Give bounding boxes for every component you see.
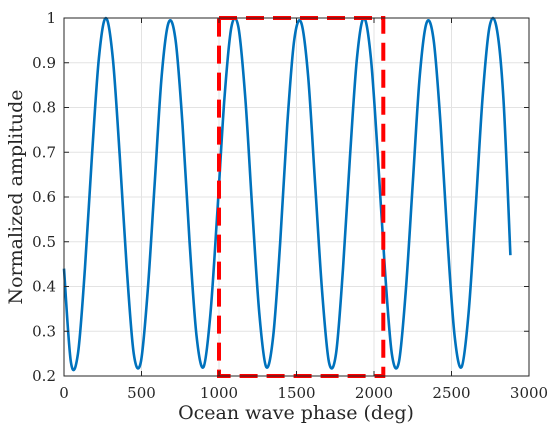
y-tick-label: 0.5: [32, 233, 56, 251]
y-tick-label: 0.8: [32, 99, 56, 117]
series-layer: [62, 16, 512, 372]
x-axis-label: Ocean wave phase (deg): [178, 402, 414, 424]
x-tick-label: 1500: [277, 384, 315, 402]
y-tick-label: 0.2: [32, 367, 56, 385]
series-line: [62, 16, 512, 372]
y-tick-labels: 0.2 0.3 0.4 0.5 0.6 0.7 0.8 0.9 1: [32, 9, 56, 385]
y-tick-label: 0.3: [32, 322, 56, 340]
y-tick-label: 0.6: [32, 188, 56, 206]
y-tick-label: 1: [46, 9, 56, 27]
y-tick-label: 0.9: [32, 54, 56, 72]
x-tick-label: 500: [127, 384, 156, 402]
y-tick-label: 0.4: [32, 278, 56, 296]
x-tick-label: 0: [59, 384, 69, 402]
axis-ticks: [63, 17, 530, 377]
y-axis-label: Normalized amplitude: [5, 89, 27, 304]
x-tick-labels: 0 500 1000 1500 2000 2500 3000: [59, 384, 548, 402]
x-tick-label: 2500: [432, 384, 470, 402]
x-tick-label: 1000: [200, 384, 238, 402]
x-tick-label: 3000: [510, 384, 548, 402]
y-tick-label: 0.7: [32, 143, 56, 161]
x-tick-label: 2000: [355, 384, 393, 402]
